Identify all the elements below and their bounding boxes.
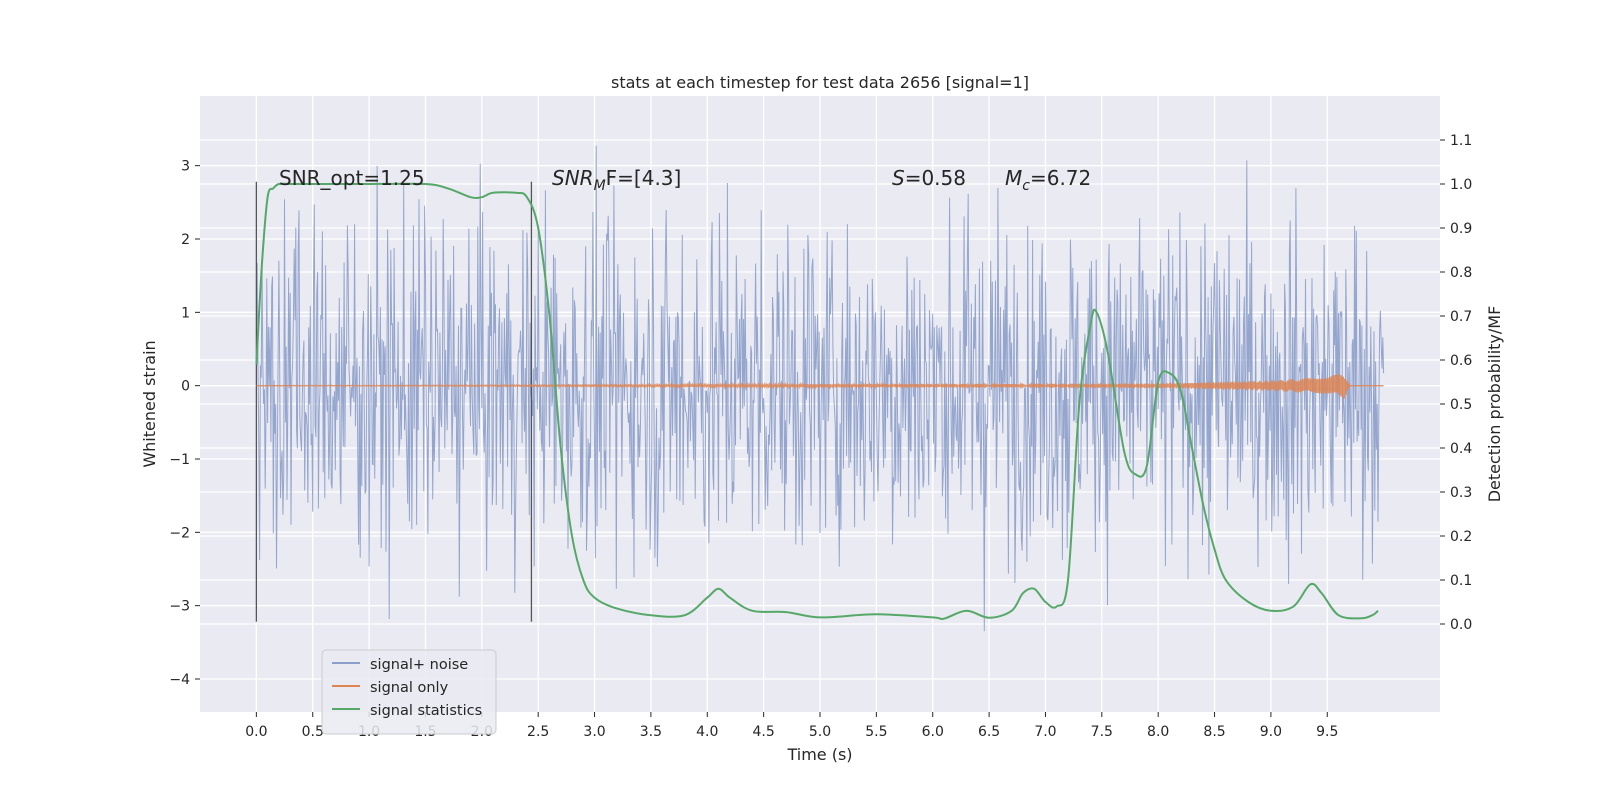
right-y-axis-label: Detection probability/MF — [1485, 306, 1504, 503]
vertical-markers — [255, 181, 533, 622]
x-tick-label: 4.0 — [696, 724, 718, 740]
annotation-snr-mf: SNRMF=[4.3] — [552, 166, 681, 194]
x-tick-label: 9.0 — [1260, 724, 1282, 740]
x-tick-label: 4.5 — [753, 724, 775, 740]
signal-statistics-line — [255, 182, 1379, 621]
x-tick-label: 5.0 — [809, 724, 831, 740]
left-y-tick-label: 3 — [181, 159, 190, 175]
signal-plus-noise-series — [255, 145, 1385, 632]
annotation-mc-sub: c — [1022, 178, 1030, 194]
annotation-s-value: =0.58 — [905, 166, 966, 190]
left-y-tick-label: −4 — [169, 672, 190, 688]
right-y-tick-label: 1.0 — [1450, 177, 1472, 193]
legend-label-signal-only: signal only — [370, 680, 449, 696]
left-y-tick-label: −3 — [169, 599, 190, 615]
right-y-tick-label: 0.4 — [1450, 441, 1472, 457]
x-tick-label: 2.5 — [527, 724, 549, 740]
legend: signal+ noise signal only signal statist… — [321, 649, 497, 735]
left-y-tick-label: −2 — [169, 525, 190, 541]
right-y-tick-label: 0.6 — [1450, 353, 1472, 369]
annotation-snr-mf-tail: F=[4.3] — [606, 166, 682, 190]
legend-label-signal-plus-noise: signal+ noise — [370, 657, 468, 673]
annotation-snr-mf-sub: M — [594, 178, 606, 194]
x-tick-label: 6.5 — [978, 724, 1000, 740]
x-tick-label: 9.5 — [1316, 724, 1338, 740]
x-tick-label: 7.0 — [1034, 724, 1056, 740]
x-tick-label: 8.0 — [1147, 724, 1169, 740]
annotation-s: S=0.58 — [892, 166, 966, 190]
signal-only-line — [256, 374, 1384, 399]
annotation-snr-opt: SNR_opt=1.25 — [279, 166, 425, 190]
right-y-tick-label: 0.9 — [1450, 221, 1472, 237]
right-y-tick-label: 0.8 — [1450, 265, 1472, 281]
right-y-tick-label: 0.0 — [1450, 617, 1472, 633]
x-tick-label: 8.5 — [1203, 724, 1225, 740]
x-tick-label: 3.5 — [640, 724, 662, 740]
chart-title: stats at each timestep for test data 265… — [611, 73, 1029, 92]
annotation-mc-label: M — [1005, 166, 1022, 190]
annotation-s-label: S — [892, 166, 905, 190]
signal-only-series — [256, 374, 1384, 399]
x-axis-label: Time (s) — [786, 745, 852, 764]
left-y-tick-label: 1 — [181, 305, 190, 321]
left-y-axis-ticks: −4 −3 −2 −1 0 1 2 3 — [169, 159, 200, 688]
right-y-tick-label: 0.5 — [1450, 397, 1472, 413]
annotation-mc-value: =6.72 — [1030, 166, 1091, 190]
x-tick-label: 3.0 — [583, 724, 605, 740]
right-y-tick-label: 1.1 — [1450, 133, 1472, 149]
left-y-tick-label: 2 — [181, 232, 190, 248]
annotation-snr-mf-label: SNR — [552, 166, 594, 190]
left-y-tick-label: 0 — [181, 379, 190, 395]
right-y-tick-label: 0.2 — [1450, 529, 1472, 545]
left-y-tick-label: −1 — [169, 452, 190, 468]
x-tick-label: 7.5 — [1091, 724, 1113, 740]
left-y-axis-label: Whitened strain — [140, 340, 159, 467]
x-tick-label: 5.5 — [865, 724, 887, 740]
annotation-mc: Mc=6.72 — [1005, 166, 1091, 194]
right-y-tick-label: 0.3 — [1450, 485, 1472, 501]
right-y-tick-label: 0.7 — [1450, 309, 1472, 325]
x-tick-label: 0.5 — [302, 724, 324, 740]
right-y-axis-ticks: 0.0 0.1 0.2 0.3 0.4 0.5 0.6 0.7 0.8 0.9 1.0 1.1 — [1440, 133, 1472, 633]
signal-plus-noise-line — [255, 145, 1385, 632]
signal-statistics-series — [255, 182, 1379, 621]
legend-box — [321, 649, 497, 735]
right-y-tick-label: 0.1 — [1450, 573, 1472, 589]
x-tick-label: 6.0 — [922, 724, 944, 740]
legend-label-signal-statistics: signal statistics — [370, 703, 482, 719]
x-tick-label: 0.0 — [245, 724, 267, 740]
